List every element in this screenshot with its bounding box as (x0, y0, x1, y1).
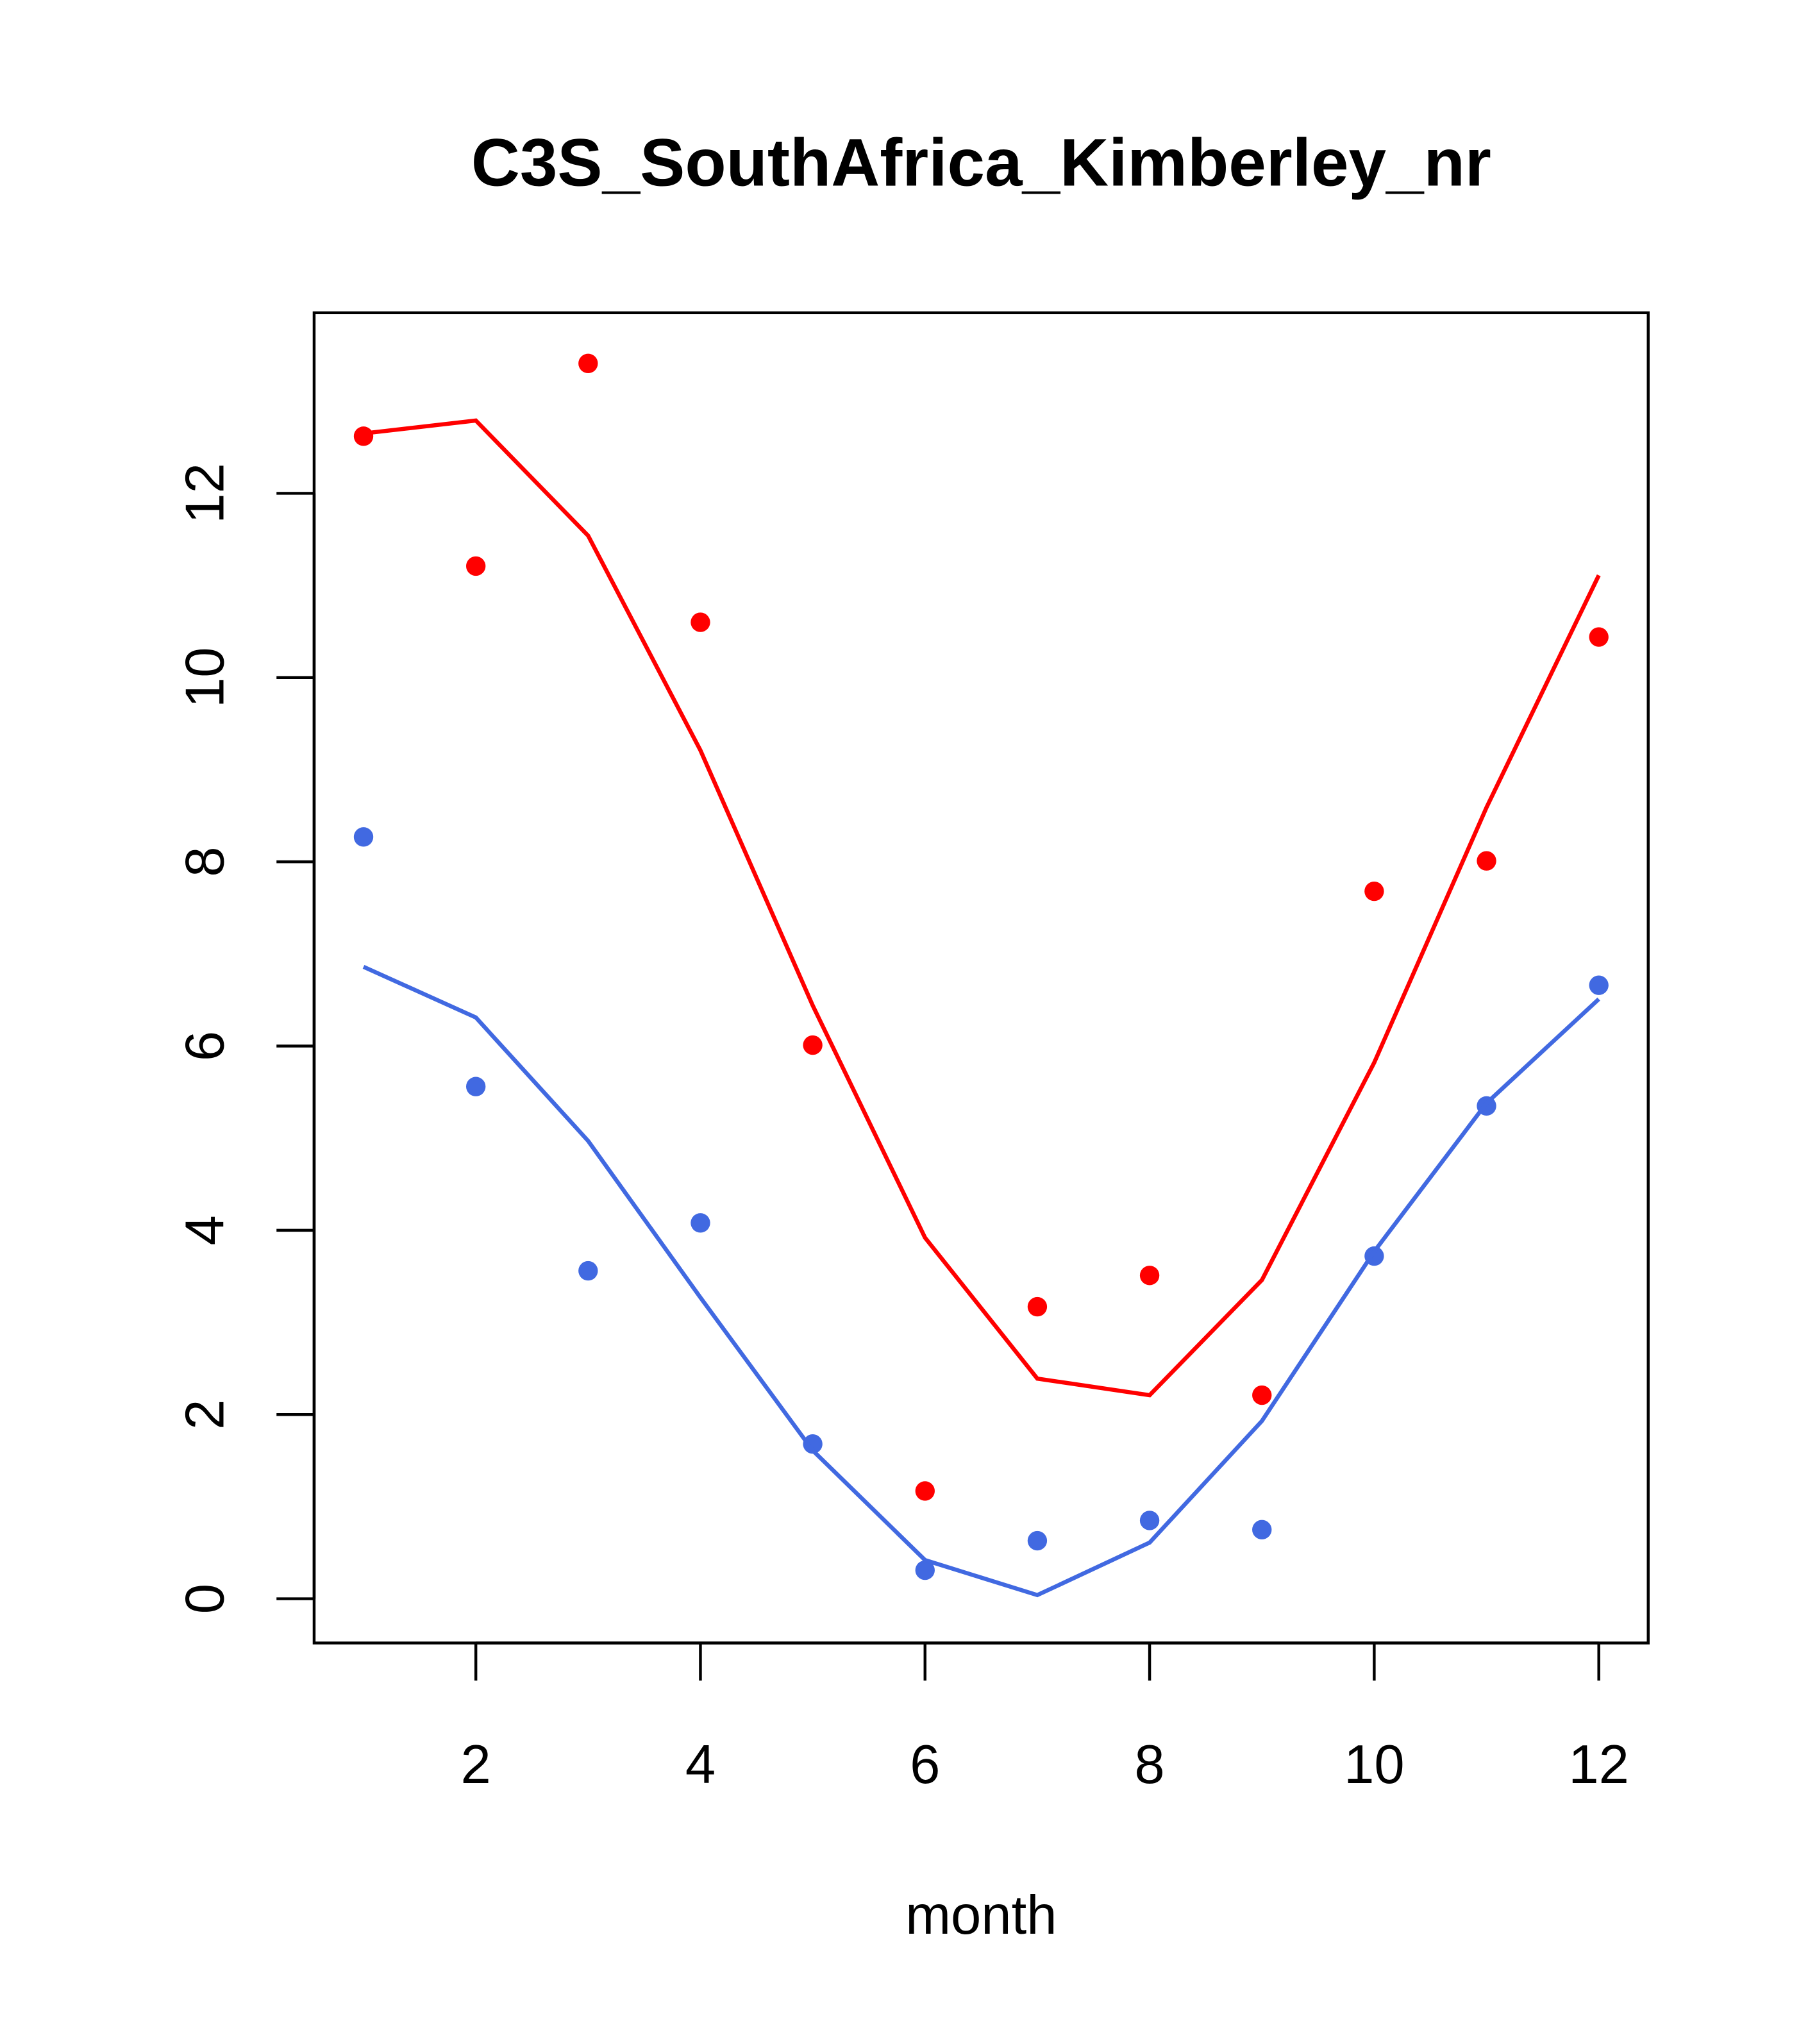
red-points-point (1477, 851, 1496, 871)
x-axis-label: month (905, 1885, 1057, 1946)
blue-points-point (691, 1213, 710, 1233)
red-points-point (578, 353, 598, 374)
plot-frame (312, 311, 1650, 1645)
red-points-point (1589, 627, 1609, 647)
y-tick-label: 2 (174, 1400, 235, 1430)
x-tick-label: 6 (910, 1734, 940, 1795)
blue-points-point (803, 1434, 823, 1454)
y-tick-label: 0 (174, 1584, 235, 1614)
marks (353, 353, 1609, 1598)
blue-points-point (915, 1560, 935, 1580)
red-points-point (353, 426, 374, 446)
x-tick-label: 8 (1134, 1734, 1164, 1795)
y-tick-label: 12 (174, 463, 235, 524)
x-tick-label: 4 (685, 1734, 716, 1795)
blue-points-point (1027, 1530, 1048, 1551)
red-points-point (1252, 1385, 1272, 1405)
x-tick-label: 10 (1344, 1734, 1405, 1795)
chart-title: C3S_SouthAfrica_Kimberley_nr (471, 125, 1491, 200)
blue-points-point (353, 827, 374, 847)
blue-points-point (1139, 1511, 1160, 1530)
blue-points-point (578, 1261, 598, 1281)
x-tick-label: 2 (461, 1734, 491, 1795)
red-points-point (803, 1035, 823, 1055)
red-points-point (465, 556, 486, 576)
red-points-point (1139, 1266, 1160, 1286)
y-tick-label: 8 (174, 847, 235, 877)
red-points-point (1364, 881, 1384, 901)
axes: 2 4 6 8 10 12 0 2 4 6 8 10 12 (174, 463, 1629, 1795)
red-line-series (363, 418, 1601, 1398)
red-points-point (915, 1481, 935, 1501)
y-tick-label: 10 (174, 648, 235, 708)
blue-points-point (1252, 1520, 1272, 1539)
blue-points-point (465, 1076, 486, 1096)
y-tick-label: 4 (174, 1215, 235, 1245)
red-points-point (691, 612, 710, 632)
x-tick-label: 12 (1568, 1734, 1629, 1795)
blue-line-series (362, 964, 1600, 1598)
y-tick-label: 6 (174, 1031, 235, 1061)
red-points-point (1027, 1296, 1048, 1317)
blue-points-point (1589, 975, 1609, 995)
